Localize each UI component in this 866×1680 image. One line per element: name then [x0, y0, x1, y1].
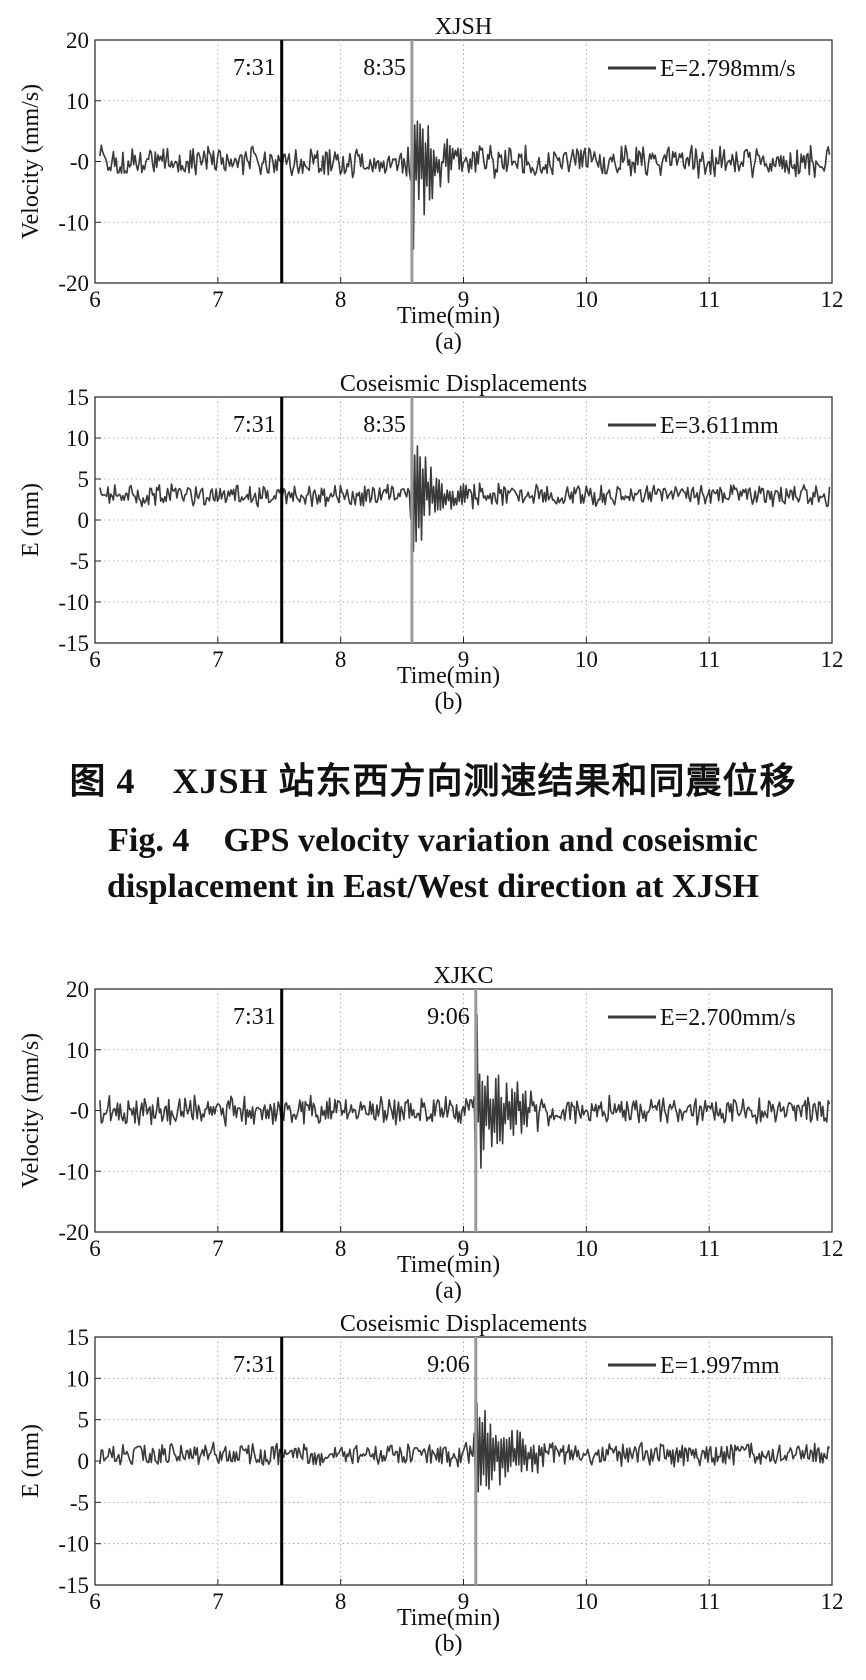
- marker-label: 9:06: [427, 1352, 470, 1378]
- marker-label: 7:31: [233, 1004, 276, 1030]
- x-tick-label: 7: [212, 1589, 224, 1614]
- x-tick-label: 11: [698, 1589, 720, 1614]
- x-tick-label: 11: [698, 1236, 720, 1261]
- y-tick-label: 5: [78, 1408, 90, 1433]
- y-axis-label: E (mm): [18, 1424, 44, 1498]
- marker-label: 7:31: [233, 55, 276, 81]
- y-tick-label: -0: [70, 1099, 89, 1124]
- series-line: [99, 119, 831, 250]
- legend-label: E=1.997mm: [660, 1353, 780, 1379]
- figure-caption-chinese: 图 4 XJSH 站东西方向测速结果和同震位移: [69, 761, 797, 801]
- legend-label: E=2.798mm/s: [660, 56, 796, 82]
- chart-panel-4: 6 7 8 9 10 11 12 15 10 5 0 -5 -10 -15 7:31 9:06 E=1.997m…: [18, 1311, 844, 1657]
- y-tick-label: -10: [58, 210, 89, 235]
- panel-sublabel: (a): [435, 1278, 462, 1304]
- y-tick-label: -10: [58, 590, 89, 615]
- chart-panel-2: 6 7 8 9 10 11 12 15 10 5 0 -5 -10 -15 7:31 8:35 E=3.611m…: [18, 371, 844, 715]
- x-tick-label: 9: [458, 287, 470, 312]
- x-tick-label: 8: [335, 647, 347, 672]
- x-tick-label: 11: [698, 647, 720, 672]
- x-tick-label: 12: [821, 647, 844, 672]
- x-tick-label: 6: [89, 647, 101, 672]
- x-tick-label: 7: [212, 647, 224, 672]
- x-tick-label: 12: [821, 287, 844, 312]
- series-line: [99, 1402, 831, 1493]
- y-tick-label: -5: [70, 1490, 89, 1515]
- marker-label: 8:35: [363, 55, 406, 81]
- y-tick-label: -15: [58, 1573, 89, 1598]
- marker-label: 9:06: [427, 1004, 470, 1030]
- y-tick-label: 20: [66, 977, 89, 1002]
- y-tick-label: -20: [58, 1220, 89, 1245]
- x-axis-label: Time(min): [397, 1605, 500, 1631]
- x-tick-label: 12: [821, 1236, 844, 1261]
- y-tick-label: -5: [70, 549, 89, 574]
- y-tick-label: 0: [78, 508, 90, 533]
- x-axis-label: Time(min): [397, 663, 500, 689]
- y-tick-label: 0: [78, 1449, 90, 1474]
- y-axis-label: E (mm): [18, 483, 44, 557]
- chart-title: XJKC: [433, 963, 493, 989]
- panel-sublabel: (b): [435, 1631, 463, 1657]
- x-tick-label: 7: [212, 287, 224, 312]
- y-tick-label: 5: [78, 467, 90, 492]
- panel-sublabel: (a): [435, 329, 462, 355]
- y-tick-label: -0: [70, 150, 89, 175]
- marker-label: 7:31: [233, 412, 276, 438]
- figure-caption-english-line1: Fig. 4 GPS velocity variation and coseis…: [108, 822, 758, 859]
- chart-title: Coseismic Displacements: [340, 1311, 587, 1337]
- x-tick-label: 6: [89, 287, 101, 312]
- x-tick-label: 10: [575, 1589, 598, 1614]
- y-tick-label: -10: [58, 1532, 89, 1557]
- y-tick-label: 20: [66, 28, 89, 53]
- x-tick-label: 12: [821, 1589, 844, 1614]
- x-tick-label: 9: [458, 1236, 470, 1261]
- chart-title: Coseismic Displacements: [340, 371, 587, 397]
- x-tick-label: 7: [212, 1236, 224, 1261]
- x-tick-label: 9: [458, 1589, 470, 1614]
- marker-label: 7:31: [233, 1352, 276, 1378]
- y-tick-label: 10: [66, 89, 89, 114]
- x-tick-label: 10: [575, 287, 598, 312]
- x-tick-label: 11: [698, 287, 720, 312]
- y-tick-label: 10: [66, 426, 89, 451]
- x-tick-label: 8: [335, 287, 347, 312]
- y-tick-label: 10: [66, 1366, 89, 1391]
- y-tick-label: 10: [66, 1038, 89, 1063]
- x-tick-label: 6: [89, 1236, 101, 1261]
- chart-panel-3: 6 7 8 9 10 11 12 20 10 -0 -10 -20 7:31 9:06 E=2.700mm/…: [18, 963, 844, 1304]
- chart-panel-1: 6 7 8 9 10 11 12 20 10 -0 -10 -20 7:31 8:35 E=2.798mm/…: [18, 14, 844, 355]
- y-tick-label: -20: [58, 271, 89, 296]
- chart-title: XJSH: [435, 14, 492, 40]
- y-tick-label: 15: [66, 1325, 89, 1350]
- x-axis-label: Time(min): [397, 1252, 500, 1278]
- legend-label: E=2.700mm/s: [660, 1005, 796, 1031]
- x-axis-label: Time(min): [397, 303, 500, 329]
- legend-label: E=3.611mm: [660, 413, 779, 439]
- x-tick-label: 8: [335, 1236, 347, 1261]
- series-line: [99, 1013, 831, 1169]
- marker-label: 8:35: [363, 412, 406, 438]
- x-tick-label: 6: [89, 1589, 101, 1614]
- panel-sublabel: (b): [435, 689, 463, 715]
- x-tick-label: 8: [335, 1589, 347, 1614]
- y-axis-label: Velocity (mm/s): [18, 84, 44, 239]
- y-axis-label: Velocity (mm/s): [18, 1033, 44, 1188]
- y-tick-label: -10: [58, 1159, 89, 1184]
- y-tick-label: 15: [66, 385, 89, 410]
- x-tick-label: 9: [458, 647, 470, 672]
- series-line: [99, 439, 831, 553]
- x-tick-label: 10: [575, 1236, 598, 1261]
- figure-caption-english-line2: displacement in East/West direction at X…: [107, 868, 759, 905]
- y-tick-label: -15: [58, 631, 89, 656]
- x-tick-label: 10: [575, 647, 598, 672]
